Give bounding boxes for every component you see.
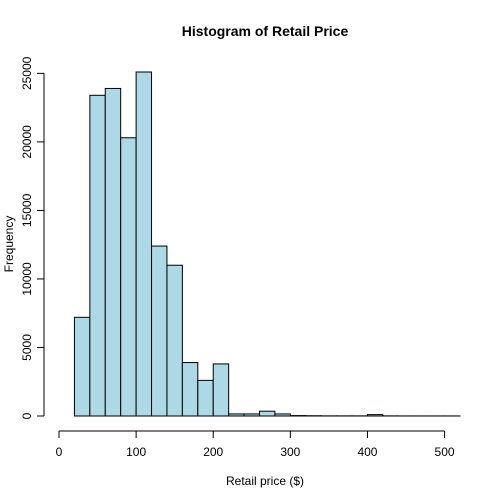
x-tick-label: 400 <box>357 445 377 459</box>
histogram-bar <box>274 413 291 417</box>
histogram-bar <box>366 414 384 417</box>
x-tick-label: 500 <box>435 445 455 459</box>
x-axis: 0 100 200 300 400 500 <box>56 430 455 459</box>
histogram-bar <box>228 413 245 417</box>
histogram-bar <box>243 413 261 417</box>
histogram-bar <box>151 245 168 417</box>
x-axis-label: Retail price ($) <box>226 474 304 488</box>
histogram-bar <box>135 71 153 417</box>
histogram-bar <box>212 363 230 417</box>
histogram-bar <box>104 87 122 417</box>
y-tick-label: 0 <box>20 412 34 419</box>
bars-group <box>73 71 461 417</box>
y-tick-label: 5000 <box>20 334 34 361</box>
y-axis-label: Frequency <box>2 216 16 273</box>
y-tick-label: 25000 <box>20 56 34 90</box>
y-tick-label: 15000 <box>20 193 34 227</box>
histogram-bar <box>259 410 276 417</box>
histogram-bar <box>166 264 183 417</box>
x-tick-label: 300 <box>280 445 300 459</box>
histogram-bar <box>197 379 214 417</box>
histogram-bar <box>89 94 106 417</box>
histogram-bar <box>120 137 137 417</box>
x-tick-label: 100 <box>126 445 146 459</box>
y-axis: 0 5000 10000 15000 20000 25000 <box>20 56 45 419</box>
histogram-bar <box>181 362 199 417</box>
y-tick-label: 20000 <box>20 125 34 159</box>
y-tick-label: 10000 <box>20 262 34 296</box>
chart-title: Histogram of Retail Price <box>182 23 349 39</box>
x-tick-label: 0 <box>56 445 63 459</box>
histogram-bar <box>73 316 91 417</box>
x-tick-label: 200 <box>203 445 223 459</box>
